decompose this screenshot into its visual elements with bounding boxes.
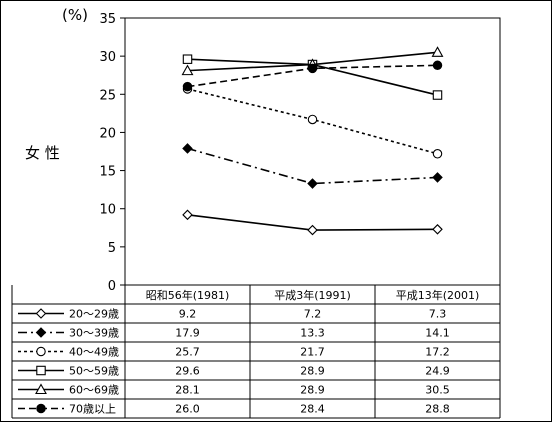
table-value: 14.1	[425, 327, 450, 340]
table-value: 7.2	[304, 308, 322, 321]
series-line	[187, 147, 438, 185]
y-tick-label: 35	[99, 12, 116, 27]
legend-marker	[36, 403, 46, 414]
data-point	[182, 81, 193, 92]
table-value: 13.3	[300, 327, 325, 340]
data-point	[307, 224, 318, 236]
x-category-label: 平成3年(1991)	[274, 288, 351, 302]
y-tick-label: 0	[108, 279, 116, 294]
legend-label: 60～69歳	[69, 384, 119, 397]
table-value: 7.3	[429, 308, 447, 321]
table-value: 21.7	[300, 346, 325, 359]
legend-marker	[35, 383, 47, 395]
table-value: 17.9	[175, 327, 200, 340]
y-tick-label: 20	[99, 126, 116, 141]
legend-marker	[35, 308, 47, 319]
table-value: 28.8	[425, 403, 450, 416]
x-category-label: 平成13年(2001)	[396, 288, 480, 302]
y-tick-label: 25	[99, 88, 116, 103]
x-category-label: 昭和56年(1981)	[146, 288, 230, 302]
table-value: 26.0	[175, 403, 200, 416]
table-value: 17.2	[425, 346, 450, 359]
legend-marker	[35, 327, 47, 338]
legend-label: 50～59歳	[69, 365, 119, 378]
table-value: 29.6	[175, 365, 200, 378]
legend-marker	[36, 346, 46, 357]
data-point	[432, 224, 443, 235]
y-tick-label: 15	[99, 165, 116, 180]
table-value: 30.5	[425, 384, 450, 397]
table-value: 28.1	[175, 384, 200, 397]
data-point	[307, 178, 318, 189]
y-axis-label: 女 性	[25, 144, 60, 162]
data-point	[307, 63, 318, 74]
data-point	[432, 172, 443, 183]
data-point	[307, 114, 318, 125]
table-value: 28.4	[300, 403, 325, 416]
legend-label: 40～49歳	[69, 346, 119, 359]
data-point	[182, 143, 193, 154]
legend-label: 20～29歳	[69, 308, 119, 321]
table-value: 28.9	[300, 384, 325, 397]
data-point	[181, 64, 194, 76]
table-value: 9.2	[179, 308, 197, 321]
data-point	[432, 149, 443, 159]
legend-marker	[36, 365, 46, 376]
legend-label: 30～39歳	[69, 327, 119, 340]
table-value: 25.7	[175, 346, 200, 359]
y-tick-label: 30	[99, 50, 116, 65]
unit-label: (%)	[62, 6, 88, 24]
data-point	[182, 54, 193, 64]
data-point	[432, 60, 443, 71]
y-tick-label: 5	[108, 241, 116, 256]
data-point	[432, 90, 443, 100]
legend-label: 70歳以上	[69, 403, 116, 416]
data-point	[431, 46, 444, 57]
table-value: 24.9	[425, 365, 450, 378]
y-tick-label: 10	[99, 203, 116, 218]
data-point	[182, 209, 193, 221]
table-value: 28.9	[300, 365, 325, 378]
plot-area	[124, 17, 501, 286]
